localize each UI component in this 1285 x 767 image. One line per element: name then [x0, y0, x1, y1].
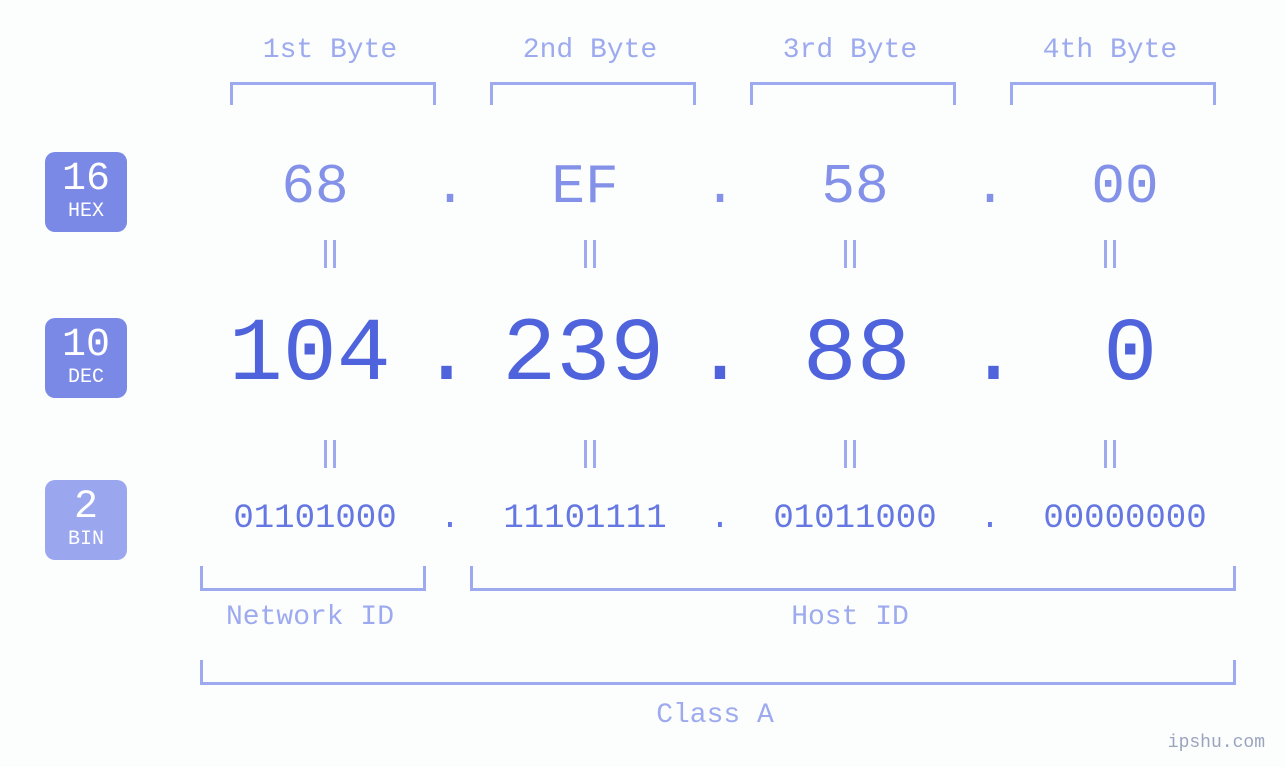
bin-byte-2: 11101111: [470, 500, 700, 538]
badge-hex-name: HEX: [45, 202, 127, 222]
dot: .: [700, 155, 740, 219]
byte-header-3: 3rd Byte: [720, 35, 980, 66]
bin-byte-1: 01101000: [200, 500, 430, 538]
equals-sign: [980, 440, 1240, 478]
watermark: ipshu.com: [1168, 733, 1265, 753]
equals-row-1: [200, 240, 1240, 278]
class-bracket: [200, 660, 1236, 685]
badge-bin-num: 2: [45, 488, 127, 528]
byte-header-1: 1st Byte: [200, 35, 460, 66]
equals-sign: [720, 240, 980, 278]
top-bracket-1: [230, 82, 436, 105]
host-id-bracket: [470, 566, 1236, 591]
byte-header-4: 4th Byte: [980, 35, 1240, 66]
equals-sign: [980, 240, 1240, 278]
equals-sign: [200, 240, 460, 278]
badge-dec-name: DEC: [45, 368, 127, 388]
equals-sign: [460, 240, 720, 278]
dot: .: [970, 500, 1010, 538]
network-id-bracket: [200, 566, 426, 591]
class-label: Class A: [200, 700, 1230, 731]
network-id-label: Network ID: [200, 602, 420, 633]
dec-byte-1: 104: [200, 305, 419, 407]
dec-byte-2: 239: [474, 305, 693, 407]
hex-byte-4: 00: [1010, 155, 1240, 219]
hex-byte-3: 58: [740, 155, 970, 219]
dot: .: [430, 500, 470, 538]
equals-sign: [200, 440, 460, 478]
equals-row-2: [200, 440, 1240, 478]
equals-sign: [460, 440, 720, 478]
equals-sign: [720, 440, 980, 478]
dec-row: 104 . 239 . 88 . 0: [200, 305, 1240, 407]
dot: .: [430, 155, 470, 219]
hex-row: 68 . EF . 58 . 00: [200, 155, 1240, 219]
hex-byte-2: EF: [470, 155, 700, 219]
badge-hex-num: 16: [45, 160, 127, 200]
dot: .: [970, 155, 1010, 219]
bin-row: 01101000 . 11101111 . 01011000 . 0000000…: [200, 500, 1240, 538]
dot: .: [693, 305, 747, 407]
badge-hex: 16 HEX: [45, 152, 127, 232]
dec-byte-4: 0: [1021, 305, 1240, 407]
top-bracket-2: [490, 82, 696, 105]
badge-dec-num: 10: [45, 326, 127, 366]
host-id-label: Host ID: [470, 602, 1230, 633]
top-bracket-3: [750, 82, 956, 105]
byte-headers-row: 1st Byte 2nd Byte 3rd Byte 4th Byte: [200, 35, 1240, 66]
bin-byte-4: 00000000: [1010, 500, 1240, 538]
badge-bin: 2 BIN: [45, 480, 127, 560]
dot: .: [966, 305, 1020, 407]
badge-bin-name: BIN: [45, 530, 127, 550]
badge-dec: 10 DEC: [45, 318, 127, 398]
dec-byte-3: 88: [747, 305, 966, 407]
bin-byte-3: 01011000: [740, 500, 970, 538]
dot: .: [419, 305, 473, 407]
byte-header-2: 2nd Byte: [460, 35, 720, 66]
hex-byte-1: 68: [200, 155, 430, 219]
dot: .: [700, 500, 740, 538]
top-bracket-4: [1010, 82, 1216, 105]
